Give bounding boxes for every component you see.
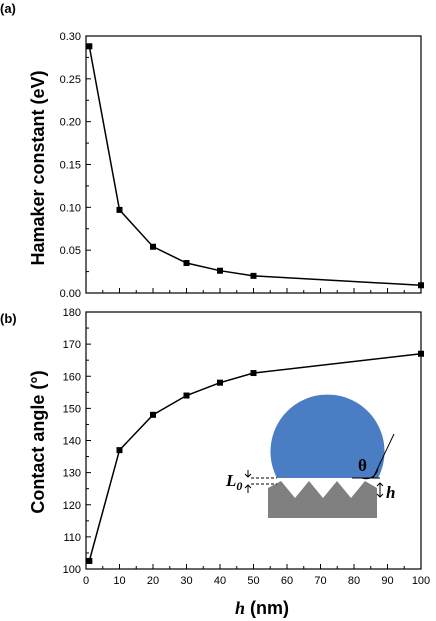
data-point-marker xyxy=(183,260,190,267)
rough-substrate xyxy=(268,481,377,518)
h-label: h xyxy=(386,483,395,502)
x-tick-label: 10 xyxy=(113,575,125,587)
data-point-marker xyxy=(418,350,424,357)
x-tick-label: 50 xyxy=(247,575,259,587)
y-tick-label: 120 xyxy=(63,500,81,512)
x-tick-label: 40 xyxy=(214,575,226,587)
panel-a-label: (a) xyxy=(0,1,16,16)
y-tick-label: 110 xyxy=(63,532,81,544)
y-tick-label: 150 xyxy=(63,403,81,415)
l0-label: L0 xyxy=(225,471,242,493)
h-arrow xyxy=(376,482,384,498)
data-point-marker xyxy=(217,379,223,386)
y-tick-label: 0.20 xyxy=(60,117,81,129)
l0-sub: 0 xyxy=(236,479,242,493)
x-axis-variable: h xyxy=(235,598,245,618)
x-axis-unit: (nm) xyxy=(245,598,289,618)
data-point-marker xyxy=(116,206,123,213)
y-tick-label: 140 xyxy=(63,436,81,448)
y-tick-label: 180 xyxy=(63,307,81,319)
panel-b-ticks xyxy=(85,311,422,570)
panel-a-y-axis-label: Hamaker constant (eV) xyxy=(28,70,48,265)
panel-b-y-axis-label: Contact angle (°) xyxy=(28,370,48,513)
contact-angle-arc xyxy=(361,467,379,480)
data-point-marker xyxy=(250,272,257,279)
panel-b-markers xyxy=(86,350,424,564)
panel-b-contact-angle-chart: (b) Contact angle (°) h (nm) 10011012013… xyxy=(0,307,430,618)
y-tick-label: 0.25 xyxy=(60,74,81,86)
x-tick-label: 70 xyxy=(314,575,326,587)
x-tick-label: 90 xyxy=(381,575,393,587)
panel-a-ticks xyxy=(85,35,422,294)
panel-b-label: (b) xyxy=(0,311,17,326)
y-tick-label: 0.00 xyxy=(60,288,81,300)
x-tick-label: 60 xyxy=(281,575,293,587)
y-tick-label: 100 xyxy=(63,564,81,576)
data-point-marker xyxy=(250,370,257,377)
x-tick-label: 20 xyxy=(147,575,159,587)
data-point-marker xyxy=(418,282,424,289)
y-tick-label: 160 xyxy=(63,371,81,383)
y-tick-label: 0.30 xyxy=(60,31,81,43)
data-point-marker xyxy=(116,447,123,454)
x-tick-label: 80 xyxy=(348,575,360,587)
data-point-marker xyxy=(150,411,156,418)
data-point-marker xyxy=(150,243,156,250)
panel-b-y-tick-labels: 100 110 120 130 140 150 160 170 180 xyxy=(63,307,81,576)
panel-a-hamaker-chart: (a) Hamaker constant (eV) 0.000.050.100.… xyxy=(0,1,424,300)
l0-arrow-top xyxy=(244,470,252,478)
contact-angle-tangent xyxy=(372,433,395,479)
data-point-marker xyxy=(183,392,190,399)
x-tick-label: 100 xyxy=(412,575,430,587)
y-tick-label: 130 xyxy=(63,468,81,480)
panel-a-plot-frame xyxy=(85,35,422,294)
y-tick-label: 0.10 xyxy=(60,202,81,214)
l0-arrow-bottom xyxy=(244,484,252,493)
theta-symbol: θ xyxy=(358,456,367,475)
panel-a-markers xyxy=(86,43,424,289)
panel-b-x-axis-label: h (nm) xyxy=(235,598,289,618)
y-tick-label: 0.05 xyxy=(60,245,81,257)
panel-a-series-line xyxy=(88,46,422,287)
panel-a-y-tick-labels: 0.00 0.05 0.10 0.15 0.20 0.25 0.30 xyxy=(60,31,81,300)
data-point-marker xyxy=(86,557,93,564)
x-tick-label: 30 xyxy=(180,575,192,587)
x-tick-label: 0 xyxy=(83,575,89,587)
droplet-shape xyxy=(270,394,385,478)
y-tick-label: 170 xyxy=(63,339,81,351)
panel-b-x-tick-labels: 0 10 20 30 40 50 60 70 80 90 100 xyxy=(83,575,430,587)
l0-main: L xyxy=(225,471,236,490)
droplet-schematic: θ L0 h xyxy=(225,394,395,518)
data-point-marker xyxy=(217,267,223,274)
data-point-marker xyxy=(86,43,93,50)
y-tick-label: 0.15 xyxy=(60,160,81,172)
